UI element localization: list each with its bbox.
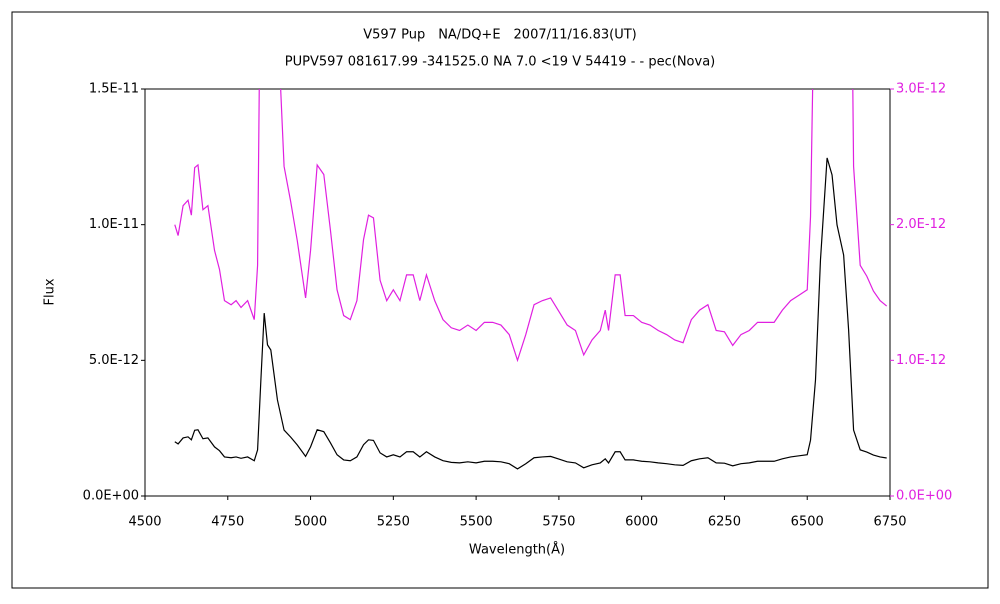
x-tick-label: 4750 bbox=[211, 515, 244, 530]
x-tick-label: 6250 bbox=[708, 515, 741, 530]
x-tick-label: 6000 bbox=[625, 515, 658, 530]
y2-tick-label: 2.0E-12 bbox=[896, 217, 946, 232]
y2-tick-label: 0.0E+00 bbox=[896, 489, 952, 504]
y-tick-label: 5.0E-12 bbox=[89, 353, 139, 368]
x-tick-label: 5750 bbox=[542, 515, 575, 530]
x-axis-label: Wavelength(Å) bbox=[469, 542, 565, 558]
spectrum-line bbox=[174, 89, 888, 363]
spectrum-line bbox=[174, 157, 887, 470]
x-tick-label: 5500 bbox=[460, 515, 493, 530]
y-tick-label: 1.5E-11 bbox=[89, 82, 139, 97]
y2-tick-label: 3.0E-12 bbox=[896, 82, 946, 97]
frame bbox=[11, 11, 989, 589]
x-tick-label: 6750 bbox=[873, 515, 906, 530]
x-tick-label: 5250 bbox=[377, 515, 410, 530]
x-tick-label: 6500 bbox=[791, 515, 824, 530]
x-tick-label: 5000 bbox=[294, 515, 327, 530]
y2-tick-label: 1.0E-12 bbox=[896, 353, 946, 368]
chart-title: V597 Pup NA/DQ+E 2007/11/16.83(UT) bbox=[363, 28, 637, 43]
y-axis-label: Flux bbox=[43, 278, 58, 305]
plot-area bbox=[144, 88, 891, 497]
x-tick-label: 4500 bbox=[128, 515, 161, 530]
y-tick-label: 1.0E-11 bbox=[89, 217, 139, 232]
y-tick-label: 0.0E+00 bbox=[83, 489, 139, 504]
chart-subtitle: PUPV597 081617.99 -341525.0 NA 7.0 <19 V… bbox=[285, 55, 715, 70]
